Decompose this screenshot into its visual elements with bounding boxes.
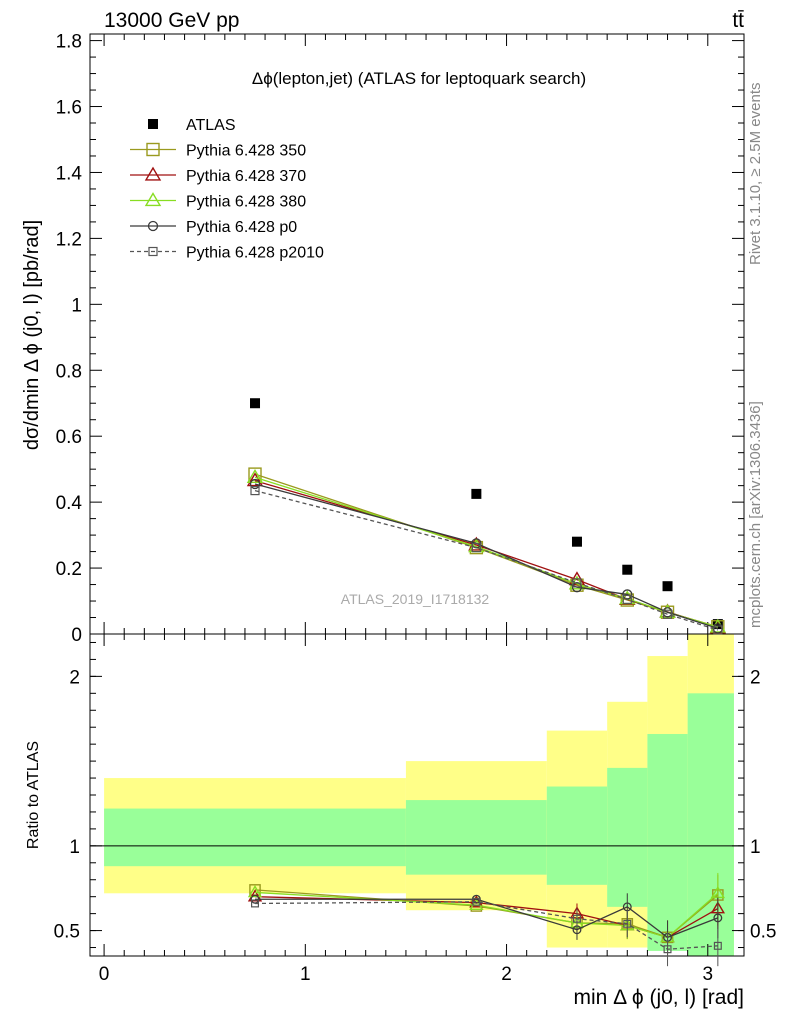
main-ytick-label: 1 [71,295,82,316]
ratio-series-2-point [247,885,263,898]
ratio-series-4-line [255,901,718,950]
ratio-ylabel: Ratio to ATLAS [25,741,42,849]
main-ytick-label: 0 [71,625,82,646]
main-series-5-point [662,609,673,619]
main-series-0-point [471,488,482,499]
header-left: 13000 GeV pp [104,9,239,32]
legend-marker-0 [148,119,158,129]
legend-label-5: Pythia 6.428 p2010 [186,245,324,262]
band-green-5 [687,693,734,956]
main-ytick-label: 0.6 [56,427,82,448]
ratio-xlabel: min Δ ϕ (j0, l) [rad] [574,986,745,1009]
main-series-0-point [571,536,582,547]
ratio-series-2-line [254,891,719,939]
main-series-5-point [572,578,582,588]
main-series-5-point [471,543,481,553]
band-green-2 [546,786,608,885]
main-frame: 0 0.2 0.4 0.6 0.8 1 1.2 1.4 1.6 1.8 [56,32,745,646]
ratio-ytick-label-right: 0.5 [750,922,776,943]
main-ytick-label: 0.8 [56,361,82,382]
ratio-ytick-label-left: 1 [69,837,80,858]
ratio-series-4-point [472,897,481,906]
main-series [246,398,727,635]
ratio-series-3-point [713,913,723,923]
ratio-series [247,872,726,967]
mcplots-label: mcplots.cern.ch [arXiv:1306.3436] [747,401,764,628]
main-ytick-label: 1.4 [56,163,83,184]
rivet-label: Rivet 3.1.10, ≥ 2.5M events [747,83,764,266]
ratio-series-4-point [663,945,672,954]
main-ylabel: dσ/dmin Δ ϕ (j0, l) [pb/rad] [21,220,43,450]
ratio-ytick-label-right: 2 [750,667,761,688]
main-series-0-point [250,398,261,409]
legend-label-3: Pythia 6.428 380 [186,194,306,211]
ratio-xtick-label: 3 [702,964,713,985]
band-green-3 [607,767,648,907]
header-right: tt̄ [732,9,744,32]
main-series-5-point [713,625,723,635]
ratio-series-1-point [247,889,263,902]
main-series-4-line [254,483,719,630]
band-green-0 [104,808,406,867]
ratio-series-4-point [623,919,632,928]
legend-marker-3 [144,192,162,207]
legend-marker-2 [144,166,162,181]
ratio-ytick-label-right: 1 [750,837,761,858]
legend: ATLAS Pythia 6.428 350 Pythia 6.428 370 Pyt… [130,117,324,262]
watermark: ATLAS_2019_I1718132 [341,591,490,607]
main-ytick-label: 1.6 [56,98,82,119]
main-series-2-point [246,472,264,487]
ratio-series-3-line [255,898,719,939]
legend-label-1: Pythia 6.428 350 [186,143,306,160]
main-series-5-point [250,485,260,496]
main-title: Δϕ(lepton,jet) (ATLAS for leptoquark sea… [252,69,586,88]
main-series-3-point [246,469,264,484]
legend-marker-4 [147,220,159,232]
ratio-bands [90,634,744,956]
band-green-1 [405,800,547,875]
ratio-series-2-point [710,885,726,899]
band-green-4 [647,733,688,951]
legend-marker-1 [146,142,160,157]
legend-label-2: Pythia 6.428 370 [186,168,306,185]
legend-label-0: ATLAS [186,117,236,134]
main-ytick-label: 0.4 [56,493,83,514]
ratio-ytick-label-left: 2 [69,667,80,688]
legend-label-4: Pythia 6.428 p0 [186,219,297,236]
main-series-0-point [622,564,633,575]
ratio-series-4-point [713,941,722,950]
ratio-xtick-label: 1 [300,964,311,985]
legend-marker-5 [148,246,158,257]
main-series-5-line [254,489,719,631]
main-ytick-label: 1.2 [56,229,82,250]
main-series-4-point [249,478,261,490]
main-ytick-label: 0.2 [56,559,82,580]
main-ytick-label: 1.8 [56,32,82,53]
main-series-0-point [662,581,673,592]
ratio-series-4-point [251,899,260,908]
ratio-ytick-label-left: 0.5 [54,922,80,943]
ratio-xtick-label: 2 [501,964,512,985]
main-series-5-point [622,594,632,604]
ratio-xtick-label: 0 [99,964,110,985]
ratio-series-4-point [572,914,581,923]
ratio-frame: 0.5 0.5 1 1 2 2 0 1 2 3 [54,633,776,985]
